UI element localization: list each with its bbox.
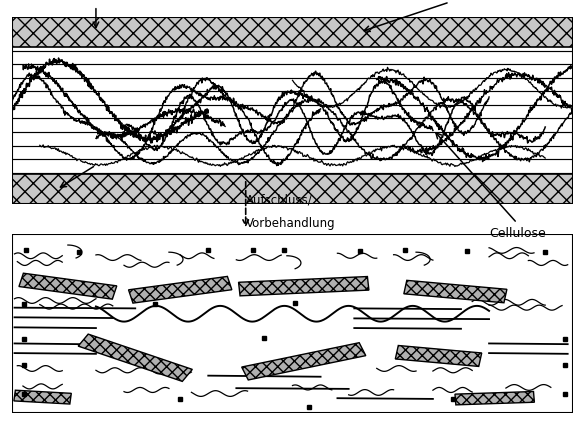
Bar <box>12 17 573 47</box>
Bar <box>395 345 481 366</box>
Bar <box>455 391 534 405</box>
Text: Aufschluss/: Aufschluss/ <box>246 193 312 207</box>
Bar <box>129 276 232 303</box>
Bar <box>14 390 71 404</box>
Bar <box>19 273 117 299</box>
Bar <box>404 280 507 303</box>
Bar <box>12 175 573 204</box>
Text: Vorbehandlung: Vorbehandlung <box>246 217 335 230</box>
Bar <box>242 343 366 380</box>
Bar <box>78 334 192 381</box>
Text: Cellulose: Cellulose <box>489 227 546 240</box>
Bar <box>239 276 369 296</box>
